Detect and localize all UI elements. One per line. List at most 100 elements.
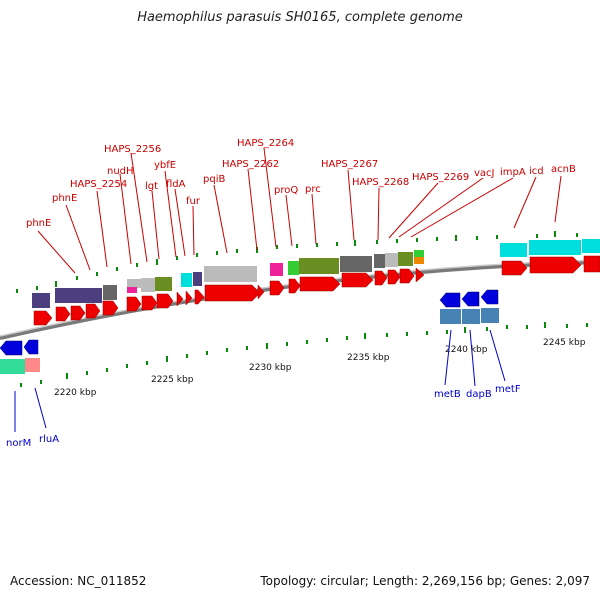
cds-forward-arrow [55, 306, 71, 322]
forward-cds-arrows [33, 255, 600, 326]
gene-label: impA [500, 167, 526, 178]
gene-label: vacJ [474, 168, 495, 179]
cog-block [398, 252, 413, 266]
gene-label: ybfE [154, 160, 176, 171]
reverse-gene-labels: norM rluA metB dapB metF [6, 384, 521, 449]
forward-ticks [16, 231, 578, 293]
cog-block [529, 240, 581, 255]
cds-forward-arrow [185, 290, 193, 306]
cog-block [270, 263, 283, 276]
cds-forward-arrow [269, 280, 285, 296]
cds-forward-arrow [156, 293, 174, 309]
gene-label: proQ [274, 185, 298, 196]
scale-label-2245: 2245 kbp [543, 338, 586, 348]
cog-block [55, 288, 102, 303]
cog-block [155, 277, 172, 291]
gene-label: nudH [107, 166, 134, 177]
cds-forward-arrow [257, 284, 265, 300]
gene-label: fur [186, 196, 201, 207]
gene-label: icd [529, 166, 544, 177]
cog-block [374, 254, 385, 268]
cds-forward-arrow [501, 260, 528, 276]
cds-reverse-arrow [23, 339, 39, 355]
reverse-features [0, 289, 499, 374]
scale-label-2230: 2230 kbp [249, 363, 292, 373]
cog-block [204, 266, 257, 282]
cds-forward-arrow [399, 268, 415, 284]
cog-block [288, 261, 299, 275]
cds-forward-arrow [85, 303, 101, 319]
forward-leader-lines [37, 147, 562, 274]
scale-labels: 2220 kbp 2225 kbp 2230 kbp 2235 kbp 2240… [54, 338, 586, 398]
gene-label: HAPS_2269 [412, 172, 469, 183]
cog-block [582, 239, 600, 253]
gene-label: lgt [145, 181, 158, 192]
gene-label: acnB [551, 164, 576, 175]
gene-label: HAPS_2256 [104, 144, 161, 155]
gene-label: pqiB [203, 174, 225, 185]
accession-text: Accession: NC_011852 [10, 574, 147, 588]
genome-title: Haemophilus parasuis SH0165, complete ge… [137, 10, 463, 25]
gene-label: HAPS_2268 [352, 177, 409, 188]
cds-forward-arrow [288, 278, 301, 294]
cds-forward-arrow [529, 256, 582, 274]
gene-label: dapB [466, 389, 492, 400]
scale-label-2240: 2240 kbp [445, 345, 488, 355]
reverse-leader-lines [14, 329, 506, 432]
cog-block [32, 293, 50, 308]
cds-forward-arrow [141, 295, 158, 311]
cog-block [414, 257, 424, 264]
cog-block [181, 273, 192, 287]
cog-block [299, 258, 339, 274]
scale-label-2225: 2225 kbp [151, 375, 194, 385]
gene-label: HAPS_2267 [321, 159, 378, 170]
gene-label: HAPS_2264 [237, 138, 294, 149]
gene-label: fldA [166, 179, 186, 190]
cog-block [462, 309, 480, 324]
cog-block [25, 358, 40, 372]
forward-gene-labels: phnE phnE HAPS_2254 HAPS_2256 nudH lgt y… [26, 138, 576, 229]
cds-forward-arrow [341, 272, 374, 288]
cog-block [127, 279, 141, 288]
cds-forward-arrow [194, 289, 205, 305]
cds-forward-arrow [176, 291, 184, 307]
gene-label: HAPS_2254 [70, 179, 127, 190]
cog-block [500, 243, 527, 257]
cds-forward-arrow [387, 269, 401, 285]
cog-block [414, 250, 424, 257]
cog-block [193, 272, 202, 286]
cog-block [103, 285, 117, 300]
cds-forward-arrow [374, 270, 388, 286]
scale-label-2235: 2235 kbp [347, 353, 390, 363]
cog-block [340, 256, 372, 272]
gene-label: metF [495, 384, 521, 395]
gene-label: phnE [26, 218, 51, 229]
genome-summary-text: Topology: circular; Length: 2,269,156 bp… [260, 574, 590, 588]
cog-block [440, 309, 461, 324]
cds-forward-arrow [299, 276, 341, 292]
cog-block [481, 308, 499, 323]
gene-label: norM [6, 438, 31, 449]
cog-block [385, 253, 398, 267]
gene-label: phnE [52, 193, 77, 204]
cds-reverse-arrow [0, 340, 23, 356]
cds-forward-arrow [415, 267, 425, 283]
cds-forward-arrow [204, 284, 261, 302]
gene-label: rluA [39, 434, 59, 445]
cds-forward-arrow [126, 296, 142, 312]
cds-reverse-arrow [480, 289, 499, 305]
cds-forward-arrow [583, 255, 600, 273]
cog-block [141, 278, 155, 292]
cds-forward-arrow [70, 305, 86, 321]
cog-block [0, 359, 25, 374]
gene-label: metB [434, 389, 461, 400]
gene-label: prc [305, 184, 321, 195]
cds-reverse-arrow [439, 292, 461, 308]
forward-cog-blocks [32, 239, 600, 308]
gene-label: HAPS_2262 [222, 159, 279, 170]
scale-label-2220: 2220 kbp [54, 388, 97, 398]
cog-block [127, 287, 137, 293]
reverse-ticks [20, 322, 588, 387]
cds-forward-arrow [102, 300, 119, 316]
